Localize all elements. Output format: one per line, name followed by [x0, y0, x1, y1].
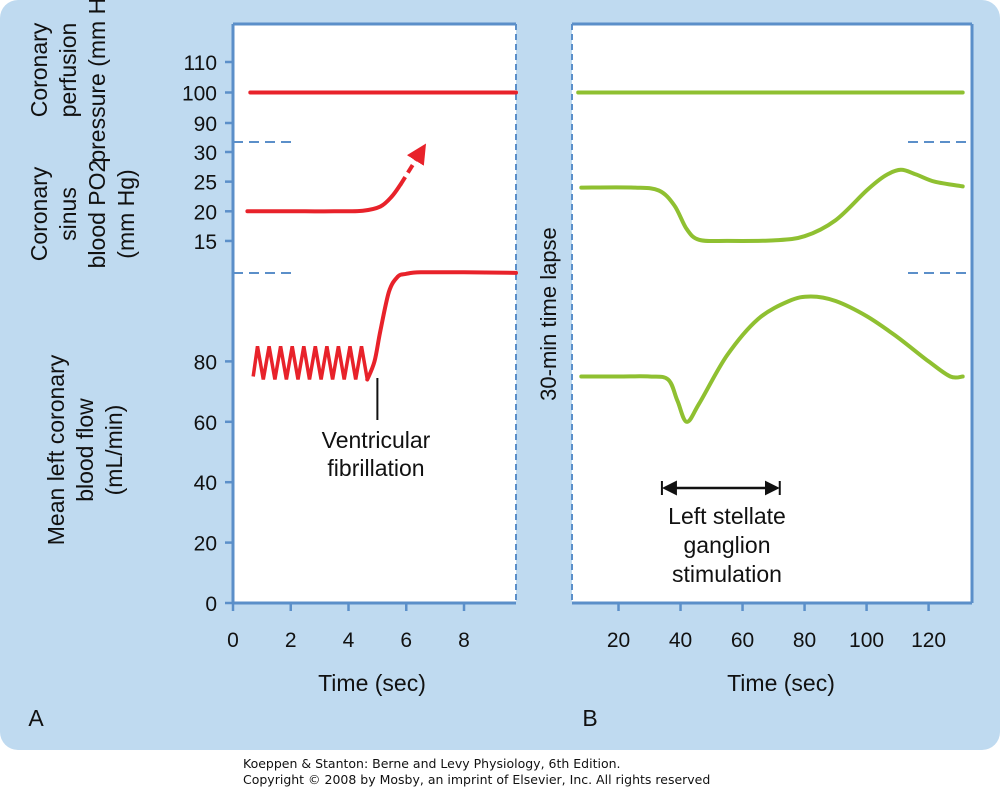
y-label-po2-line-4: (mm Hg): [113, 169, 139, 258]
credits-line-1: Koeppen & Stanton: Berne and Levy Physio…: [243, 756, 621, 771]
panel-b-vertical-label: 30-min time lapse: [536, 227, 561, 401]
y-label-pressure-line-1: Coronary: [26, 22, 52, 117]
panel-a-y-tick-label: 80: [194, 351, 217, 374]
panel-a-y-tick-label: 0: [205, 593, 217, 616]
panel-a-x-tick-label: 4: [343, 629, 355, 652]
panel-a-y-tick-label: 100: [182, 83, 217, 106]
y-label-po2-line-1: Coronary: [26, 166, 52, 261]
panel-b-x-tick-label: 20: [607, 629, 630, 652]
panel-b-x-tick-label: 80: [793, 629, 816, 652]
panel-b-x-tick-label: 40: [669, 629, 692, 652]
panel-a-po2-line: [245, 182, 403, 214]
panel-a-x-tick-label: 8: [458, 629, 470, 652]
panel-b-po2-line: [579, 167, 965, 244]
panel-b-annotation-line-2: ganglion: [684, 532, 771, 558]
panel-a-x-axis-label: Time (sec): [318, 670, 426, 696]
y-label-flow-line-3: (mL/min): [101, 405, 127, 496]
y-label-pressure-line-2: perfusion: [55, 23, 81, 118]
panel-a-y-tick-label: 20: [194, 533, 217, 556]
panel-a-y-tick-label: 30: [194, 142, 217, 165]
panel-a-annotation-line-2: fibrillation: [327, 455, 424, 481]
panel-a-y-tick-label: 40: [194, 472, 217, 495]
y-label-pressure-line-3: pressure (mm Hg): [84, 0, 110, 163]
credits: Koeppen & Stanton: Berne and Levy Physio…: [243, 756, 710, 788]
panel-b-x-tick-label: 100: [849, 629, 884, 652]
panel-a-x-tick-label: 0: [227, 629, 239, 652]
panel-b-x-axis-label: Time (sec): [727, 670, 835, 696]
y-label-flow-line-2: blood flow: [72, 398, 98, 502]
panel-a-frame: [233, 24, 516, 603]
panel-a-flow-line: [365, 270, 518, 382]
panel-b-x-tick-label: 60: [731, 629, 754, 652]
y-label-po2-line-2: sinus: [55, 187, 81, 241]
panel-a-y-tick-label: 90: [194, 113, 217, 136]
panel-b-frame: [572, 24, 972, 603]
panel-a-panel-label: A: [28, 705, 44, 731]
panel-a-annotation-line-1: Ventricular: [322, 427, 431, 453]
credits-line-2: Copyright © 2008 by Mosby, an imprint of…: [243, 772, 711, 787]
panel-a-po2-line: [398, 143, 427, 186]
panel-a-y-tick-label: 25: [194, 172, 217, 195]
panel-a-y-tick-label: 110: [184, 52, 217, 75]
panel-a-y-tick-label: 15: [194, 231, 217, 254]
y-label-po2-line-3: blood PO2: [84, 160, 110, 269]
panel-a-y-tick-label: 20: [194, 201, 217, 224]
panel-b-annotation-line-1: Left stellate: [668, 503, 786, 529]
figure-background: 0 2 4 6 8 Time (sec) A 110 100 90 30 25 20 15 80 60 40 20…: [0, 0, 1000, 750]
panel-b-annotation-line-3: stimulation: [672, 561, 782, 587]
panel-a-x-tick-label: 2: [285, 629, 297, 652]
panel-a-flow-fibrillation-line: [251, 345, 370, 380]
panel-a-y-tick-label: 60: [194, 412, 217, 435]
panel-b-flow-line: [579, 294, 965, 424]
panel-a-x-tick-label: 6: [400, 629, 412, 652]
panel-b-panel-label: B: [582, 705, 597, 731]
y-label-flow-line-1: Mean left coronary: [43, 354, 69, 545]
panel-b-x-tick-label: 120: [911, 629, 946, 652]
physiology-chart: 0 2 4 6 8 Time (sec) A 110 100 90 30 25 20 15 80 60 40 20…: [26, 0, 974, 731]
